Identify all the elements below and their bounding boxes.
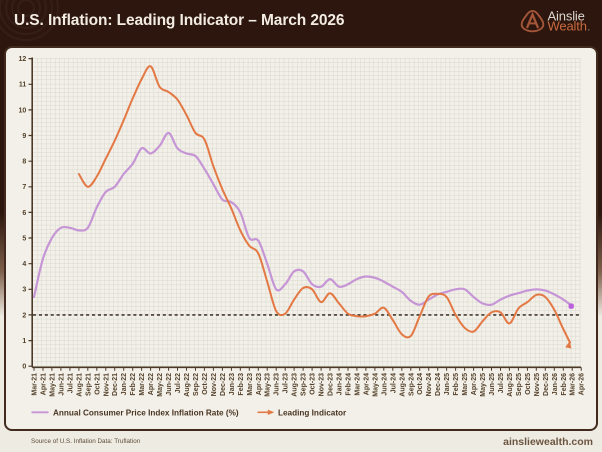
svg-text:Apr-23: Apr-23 <box>256 373 263 395</box>
svg-text:Feb-23: Feb-23 <box>238 373 245 396</box>
svg-text:7: 7 <box>22 184 26 191</box>
svg-text:Annual Consumer Price Index In: Annual Consumer Price Index Inflation Ra… <box>53 408 239 417</box>
svg-text:Feb-25: Feb-25 <box>453 373 460 396</box>
svg-text:Apr-21: Apr-21 <box>41 373 48 395</box>
svg-text:Jan-26: Jan-26 <box>552 373 559 395</box>
svg-text:12: 12 <box>19 56 27 63</box>
svg-text:4: 4 <box>22 261 26 268</box>
svg-text:Jun-24: Jun-24 <box>381 373 388 396</box>
svg-text:Apr-24: Apr-24 <box>363 373 370 395</box>
svg-text:Jul-21: Jul-21 <box>67 373 74 393</box>
svg-text:9: 9 <box>22 133 26 140</box>
svg-text:Wealth.: Wealth. <box>548 18 591 33</box>
svg-text:Jul-25: Jul-25 <box>498 373 505 393</box>
svg-text:Dec-22: Dec-22 <box>220 373 227 396</box>
svg-text:Oct-22: Oct-22 <box>202 373 209 395</box>
svg-text:May-24: May-24 <box>372 373 379 397</box>
svg-text:Feb-26: Feb-26 <box>561 373 568 396</box>
svg-text:Apr-25: Apr-25 <box>471 373 478 395</box>
svg-text:Feb-22: Feb-22 <box>130 373 137 396</box>
svg-text:Dec-21: Dec-21 <box>112 373 119 396</box>
svg-text:Mar-25: Mar-25 <box>462 373 469 396</box>
svg-text:Feb-24: Feb-24 <box>346 373 353 396</box>
svg-text:Apr-22: Apr-22 <box>148 373 155 395</box>
svg-text:Jun-21: Jun-21 <box>58 373 65 396</box>
svg-text:Oct-25: Oct-25 <box>525 373 532 395</box>
svg-text:5: 5 <box>22 235 26 242</box>
svg-text:Sep-24: Sep-24 <box>408 373 415 396</box>
svg-text:Jul-24: Jul-24 <box>390 373 397 393</box>
svg-text:Leading Indicator: Leading Indicator <box>278 408 347 417</box>
svg-text:Aug-21: Aug-21 <box>76 373 83 397</box>
svg-text:0: 0 <box>22 364 26 371</box>
svg-text:Jan-25: Jan-25 <box>444 373 451 395</box>
svg-text:Sep-23: Sep-23 <box>301 373 308 396</box>
svg-text:Nov-24: Nov-24 <box>426 373 433 396</box>
svg-text:Jun-25: Jun-25 <box>489 373 496 396</box>
svg-text:Mar-26: Mar-26 <box>570 373 577 396</box>
svg-text:Sep-22: Sep-22 <box>193 373 200 396</box>
svg-text:Aug-25: Aug-25 <box>507 373 514 397</box>
svg-text:Jan-23: Jan-23 <box>229 373 236 395</box>
svg-text:3: 3 <box>22 287 26 294</box>
svg-text:1: 1 <box>22 338 26 345</box>
svg-text:Dec-24: Dec-24 <box>435 373 442 396</box>
svg-text:May-23: May-23 <box>265 373 272 397</box>
svg-text:Sep-25: Sep-25 <box>516 373 523 396</box>
svg-text:Dec-25: Dec-25 <box>543 373 550 396</box>
svg-text:6: 6 <box>22 210 26 217</box>
svg-text:Aug-24: Aug-24 <box>399 373 406 397</box>
svg-text:Dec-23: Dec-23 <box>328 373 335 396</box>
svg-text:Oct-21: Oct-21 <box>94 373 101 395</box>
svg-text:Jan-24: Jan-24 <box>337 373 344 395</box>
svg-text:Jan-22: Jan-22 <box>121 373 128 395</box>
svg-text:Jun-23: Jun-23 <box>274 373 281 396</box>
svg-text:10: 10 <box>19 107 27 114</box>
svg-text:Mar-23: Mar-23 <box>247 373 254 396</box>
svg-text:Apr-26: Apr-26 <box>579 373 586 395</box>
svg-text:Mar-24: Mar-24 <box>354 373 361 396</box>
svg-text:8: 8 <box>22 159 26 166</box>
svg-text:Aug-23: Aug-23 <box>292 373 299 397</box>
svg-text:May-25: May-25 <box>480 373 487 397</box>
svg-text:Ainslie: Ainslie <box>548 9 585 24</box>
svg-text:Sep-21: Sep-21 <box>85 373 92 396</box>
svg-text:Jul-22: Jul-22 <box>175 373 182 393</box>
svg-text:2: 2 <box>22 312 26 319</box>
svg-text:Nov-23: Nov-23 <box>319 373 326 396</box>
svg-text:11: 11 <box>19 82 27 89</box>
svg-text:Oct-23: Oct-23 <box>310 373 317 395</box>
svg-text:May-22: May-22 <box>157 373 164 397</box>
svg-text:Nov-21: Nov-21 <box>103 373 110 396</box>
svg-text:Aug-22: Aug-22 <box>184 373 191 397</box>
svg-text:Jul-23: Jul-23 <box>283 373 290 393</box>
svg-text:Jun-22: Jun-22 <box>166 373 173 396</box>
svg-text:Nov-22: Nov-22 <box>211 373 218 396</box>
svg-text:Nov-25: Nov-25 <box>534 373 541 396</box>
svg-text:Mar-22: Mar-22 <box>139 373 146 396</box>
svg-text:Mar-21: Mar-21 <box>32 373 39 396</box>
svg-text:May-21: May-21 <box>49 373 56 397</box>
svg-text:Oct-24: Oct-24 <box>417 373 424 395</box>
